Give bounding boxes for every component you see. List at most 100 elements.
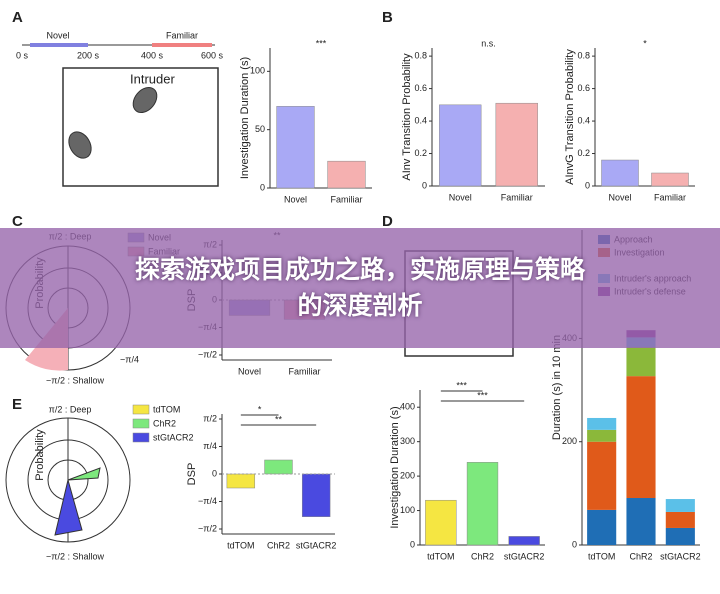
time-tick: 200 s	[77, 50, 100, 60]
y-axis-label: Investigation Duration (s)	[239, 57, 251, 179]
x-tick-label: ChR2	[471, 551, 494, 561]
annotation: *	[643, 38, 647, 48]
panel-letter: D	[382, 213, 393, 230]
y-tick-label: 100	[250, 66, 265, 76]
x-tick-label: Novel	[284, 194, 307, 204]
annotation: *	[258, 404, 262, 414]
legend-swatch	[132, 404, 150, 415]
banner-title: 的深度剖析	[297, 291, 423, 320]
timeline-label: Familiar	[166, 30, 198, 40]
legend-label: ChR2	[153, 418, 176, 428]
bar-segment	[626, 347, 656, 377]
intruder-label: Intruder	[130, 71, 175, 86]
polar-label: π/2 : Deep	[49, 404, 92, 414]
bar-segment	[587, 429, 617, 442]
x-tick-label: Novel	[238, 366, 261, 376]
bar-segment	[665, 527, 695, 545]
polar-label: −π/2 : Shallow	[46, 375, 104, 385]
bar	[276, 106, 315, 189]
x-tick-label: tdTOM	[427, 551, 454, 561]
x-tick-label: stGtACR2	[504, 551, 545, 561]
banner-title: 探索游戏项目成功之路，实施原理与策略	[134, 255, 585, 284]
x-tick-label: ChR2	[267, 540, 290, 550]
y-tick-label: 50	[255, 124, 265, 134]
x-tick-label: Novel	[449, 192, 472, 202]
y-tick-label: 0	[585, 180, 590, 190]
x-tick-label: Novel	[608, 192, 631, 202]
bar-segment	[587, 441, 617, 510]
bar-segment	[626, 376, 656, 499]
polar-axis-label: Probability	[34, 429, 46, 481]
y-tick-label: 300	[400, 436, 415, 446]
y-tick-label: −π/2	[198, 349, 217, 359]
y-tick-label: 0.6	[577, 83, 590, 93]
y-tick-label: 100	[400, 505, 415, 515]
y-tick-label: 0	[260, 182, 265, 192]
annotation: ***	[316, 38, 327, 48]
bar	[508, 536, 540, 546]
bar	[495, 102, 538, 187]
legend-label: stGtACR2	[153, 432, 194, 442]
time-tick: 0 s	[16, 50, 29, 60]
bar	[301, 473, 331, 517]
banner: 探索游戏项目成功之路，实施原理与策略 的深度剖析	[0, 228, 720, 348]
polar-label: −π/4	[120, 354, 139, 364]
y-tick-label: 0.8	[577, 50, 590, 60]
y-tick-label: 0.6	[414, 83, 427, 93]
panel-letter: E	[12, 396, 22, 413]
y-tick-label: 200	[400, 470, 415, 480]
bar	[226, 473, 256, 489]
y-tick-label: 0.2	[414, 148, 427, 158]
x-tick-label: Familiar	[654, 192, 686, 202]
panel-letter: A	[12, 9, 23, 26]
annotation: ***	[456, 380, 467, 390]
bar-segment	[587, 509, 617, 545]
legend-swatch	[132, 418, 150, 429]
x-tick-label: Familiar	[330, 194, 362, 204]
y-tick-label: 0	[212, 468, 217, 478]
bar	[651, 172, 689, 187]
y-axis-label: DSP	[186, 463, 198, 486]
y-tick-label: π/4	[203, 441, 217, 451]
x-tick-label: ChR2	[629, 551, 652, 561]
x-tick-label: Familiar	[288, 366, 320, 376]
bar	[425, 499, 457, 546]
panel-letter: C	[12, 213, 23, 230]
y-tick-label: 0.2	[577, 148, 590, 158]
bar	[466, 462, 499, 546]
panel-letter: B	[382, 9, 393, 26]
y-tick-label: 0.8	[414, 50, 427, 60]
y-tick-label: 0	[572, 539, 577, 549]
y-tick-label: 0.4	[414, 115, 427, 125]
y-axis-label: AInv Transition Probability	[401, 53, 413, 181]
bar-segment	[626, 498, 656, 545]
x-tick-label: tdTOM	[227, 540, 254, 550]
y-tick-label: 0	[422, 180, 427, 190]
time-tick: 400 s	[141, 50, 164, 60]
y-tick-label: 200	[562, 436, 577, 446]
x-tick-label: stGtACR2	[296, 540, 337, 550]
bar-segment	[587, 417, 617, 430]
y-tick-label: 0	[410, 539, 415, 549]
y-axis-label: AInvG Transition Probability	[564, 49, 576, 185]
legend-swatch	[132, 432, 150, 443]
bar	[327, 160, 366, 189]
annotation: ***	[477, 390, 488, 400]
x-tick-label: tdTOM	[588, 551, 615, 561]
y-axis-label: Investigation Duration (s)	[389, 406, 401, 528]
y-tick-label: π/2	[203, 413, 217, 423]
timeline-label: Novel	[46, 30, 69, 40]
bar	[264, 459, 293, 475]
y-tick-label: −π/2	[198, 523, 217, 533]
y-tick-label: 400	[400, 402, 415, 412]
legend-label: tdTOM	[153, 404, 180, 414]
bar	[601, 159, 639, 187]
y-tick-label: 0.4	[577, 115, 590, 125]
annotation: **	[275, 414, 283, 424]
x-tick-label: Familiar	[501, 192, 533, 202]
bar-segment	[665, 499, 695, 512]
polar-label: −π/2 : Shallow	[46, 551, 104, 561]
y-tick-label: −π/4	[198, 496, 217, 506]
y-axis-label: Duration (s) in 10 min	[551, 335, 563, 440]
